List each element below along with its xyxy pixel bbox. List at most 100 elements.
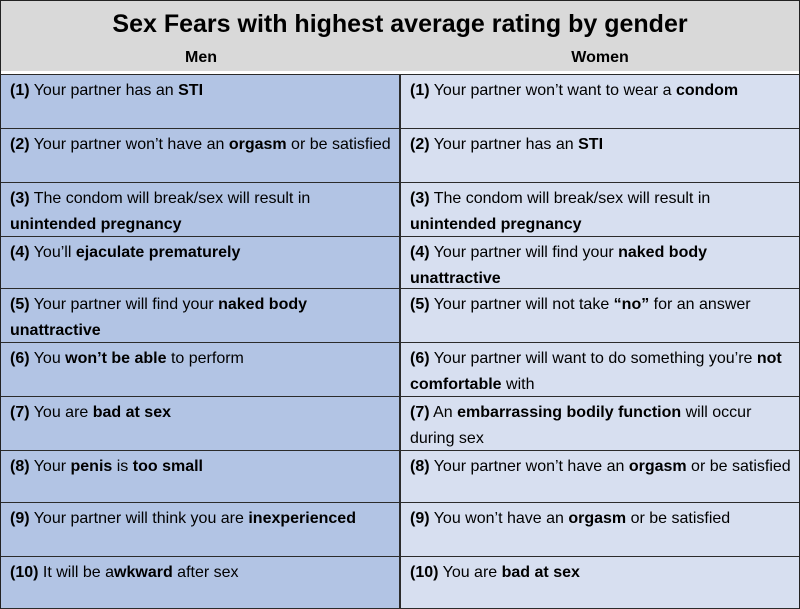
fear-text: Your partner will not take (429, 296, 614, 313)
fear-text: Your (29, 458, 71, 475)
rank-number: (10) (10, 564, 39, 581)
rank-number: (2) (410, 136, 430, 153)
emphasized-text: penis (70, 458, 113, 475)
men-fear-cell: (10) It will be awkward after sex (1, 556, 400, 609)
men-fear-cell: (5) Your partner will find your naked bo… (1, 288, 400, 343)
fear-text: You are (438, 564, 502, 581)
table-row: (3) The condom will break/sex will resul… (1, 182, 799, 237)
rank-number: (3) (10, 190, 30, 207)
emphasized-text: unintended pregnancy (410, 216, 582, 233)
fear-text: is (112, 458, 133, 475)
emphasized-text: won’t be able (65, 350, 167, 367)
rank-number: (8) (10, 458, 30, 475)
emphasized-text: too small (132, 458, 203, 475)
fear-text: with (501, 376, 535, 393)
men-fear-cell: (3) The condom will break/sex will resul… (1, 182, 400, 237)
fear-text: will occur during sex (410, 404, 752, 447)
fear-text: for an answer (649, 296, 751, 313)
men-fear-cell: (6) You won’t be able to perform (1, 342, 400, 397)
fear-text: Your partner has an (29, 82, 179, 99)
rank-number: (3) (410, 190, 430, 207)
men-fear-cell: (1) Your partner has an STI (1, 74, 400, 129)
rank-number: (7) (10, 404, 30, 421)
table-row: (6) You won’t be able to perform (6) Your… (1, 342, 799, 397)
fear-text: Your partner won’t have an (429, 458, 629, 475)
fear-text: Your partner will want to do something y… (429, 350, 757, 367)
emphasized-text: embarrassing bodily function (457, 404, 682, 421)
women-fear-cell: (1) Your partner won’t want to wear a co… (400, 74, 799, 129)
fear-text: Your partner won’t want to wear a (429, 82, 676, 99)
fear-text: An (429, 404, 458, 421)
rank-number: (6) (10, 350, 30, 367)
women-fear-cell: (3) The condom will break/sex will resul… (400, 182, 799, 237)
table-row: (8) Your penis is too small (8) Your part… (1, 450, 799, 503)
column-headers: Men Women (1, 45, 799, 71)
men-column-header: Men (185, 49, 217, 66)
table-body: (1) Your partner has an STI (1) Your part… (1, 74, 799, 609)
rank-number: (10) (410, 564, 439, 581)
fear-text: Your partner will find your (29, 296, 219, 313)
emphasized-text: STI (178, 82, 204, 99)
women-fear-cell: (9) You won’t have an orgasm or be satis… (400, 502, 799, 557)
rank-number: (9) (10, 510, 30, 527)
men-fear-cell: (7) You are bad at sex (1, 396, 400, 451)
emphasized-text: STI (578, 136, 604, 153)
rank-number: (5) (10, 296, 30, 313)
fear-text: The condom will break/sex will result in (429, 190, 711, 207)
rank-number: (4) (410, 244, 430, 261)
men-fear-cell: (4) You’ll ejaculate prematurely (1, 236, 400, 289)
emphasized-text: naked body unattractive (410, 244, 708, 287)
rank-number: (9) (410, 510, 430, 527)
women-column-header: Women (571, 49, 629, 66)
men-fear-cell: (9) Your partner will think you are inex… (1, 502, 400, 557)
fear-text: You are (29, 404, 93, 421)
table-row: (4) You’ll ejaculate prematurely (4) Your… (1, 236, 799, 289)
table-row: (1) Your partner has an STI (1) Your part… (1, 74, 799, 129)
women-fear-cell: (4) Your partner will find your naked bo… (400, 236, 799, 289)
emphasized-text: bad at sex (92, 404, 171, 421)
fear-text: or be satisfied (626, 510, 731, 527)
women-fear-cell: (7) An embarrassing bodily function will… (400, 396, 799, 451)
rank-number: (5) (410, 296, 430, 313)
table-row: (5) Your partner will find your naked bo… (1, 288, 799, 343)
rank-number: (2) (10, 136, 30, 153)
table-row: (9) Your partner will think you are inex… (1, 502, 799, 557)
rank-number: (8) (410, 458, 430, 475)
emphasized-text: inexperienced (248, 510, 356, 527)
rank-number: (1) (10, 82, 30, 99)
women-fear-cell: (5) Your partner will not take “no” for … (400, 288, 799, 343)
fear-text: or be satisfied (686, 458, 791, 475)
fear-text: Your partner will think you are (29, 510, 249, 527)
emphasized-text: orgasm (228, 136, 287, 153)
emphasized-text: bad at sex (501, 564, 580, 581)
fear-text: The condom will break/sex will result in (29, 190, 311, 207)
fear-text: after sex (172, 564, 239, 581)
women-fear-cell: (10) You are bad at sex (400, 556, 799, 609)
emphasized-text: naked body unattractive (10, 296, 308, 339)
emphasized-text: orgasm (628, 458, 687, 475)
fear-text: or be satisfied (286, 136, 391, 153)
emphasized-text: unintended pregnancy (10, 216, 182, 233)
emphasized-text: not comfortable (410, 350, 782, 393)
fear-text: to perform (166, 350, 244, 367)
men-fear-cell: (8) Your penis is too small (1, 450, 400, 503)
fear-text: Your partner will find your (429, 244, 619, 261)
table-row: (2) Your partner won’t have an orgasm or… (1, 128, 799, 183)
rank-number: (7) (410, 404, 430, 421)
emphasized-text: “no” (613, 296, 650, 313)
rank-number: (1) (410, 82, 430, 99)
fear-text: Your partner has an (429, 136, 579, 153)
emphasized-text: orgasm (568, 510, 627, 527)
table-row: (7) You are bad at sex (7) An embarrassin… (1, 396, 799, 451)
women-fear-cell: (8) Your partner won’t have an orgasm or… (400, 450, 799, 503)
rank-number: (4) (10, 244, 30, 261)
emphasized-text: condom (675, 82, 739, 99)
table-row: (10) It will be awkward after sex (10) Yo… (1, 556, 799, 609)
women-fear-cell: (6) Your partner will want to do somethi… (400, 342, 799, 397)
emphasized-text: ejaculate prematurely (75, 244, 241, 261)
fear-text: Your partner won’t have an (29, 136, 229, 153)
women-fear-cell: (2) Your partner has an STI (400, 128, 799, 183)
emphasized-text: wkward (114, 564, 173, 581)
fear-text: You (29, 350, 66, 367)
